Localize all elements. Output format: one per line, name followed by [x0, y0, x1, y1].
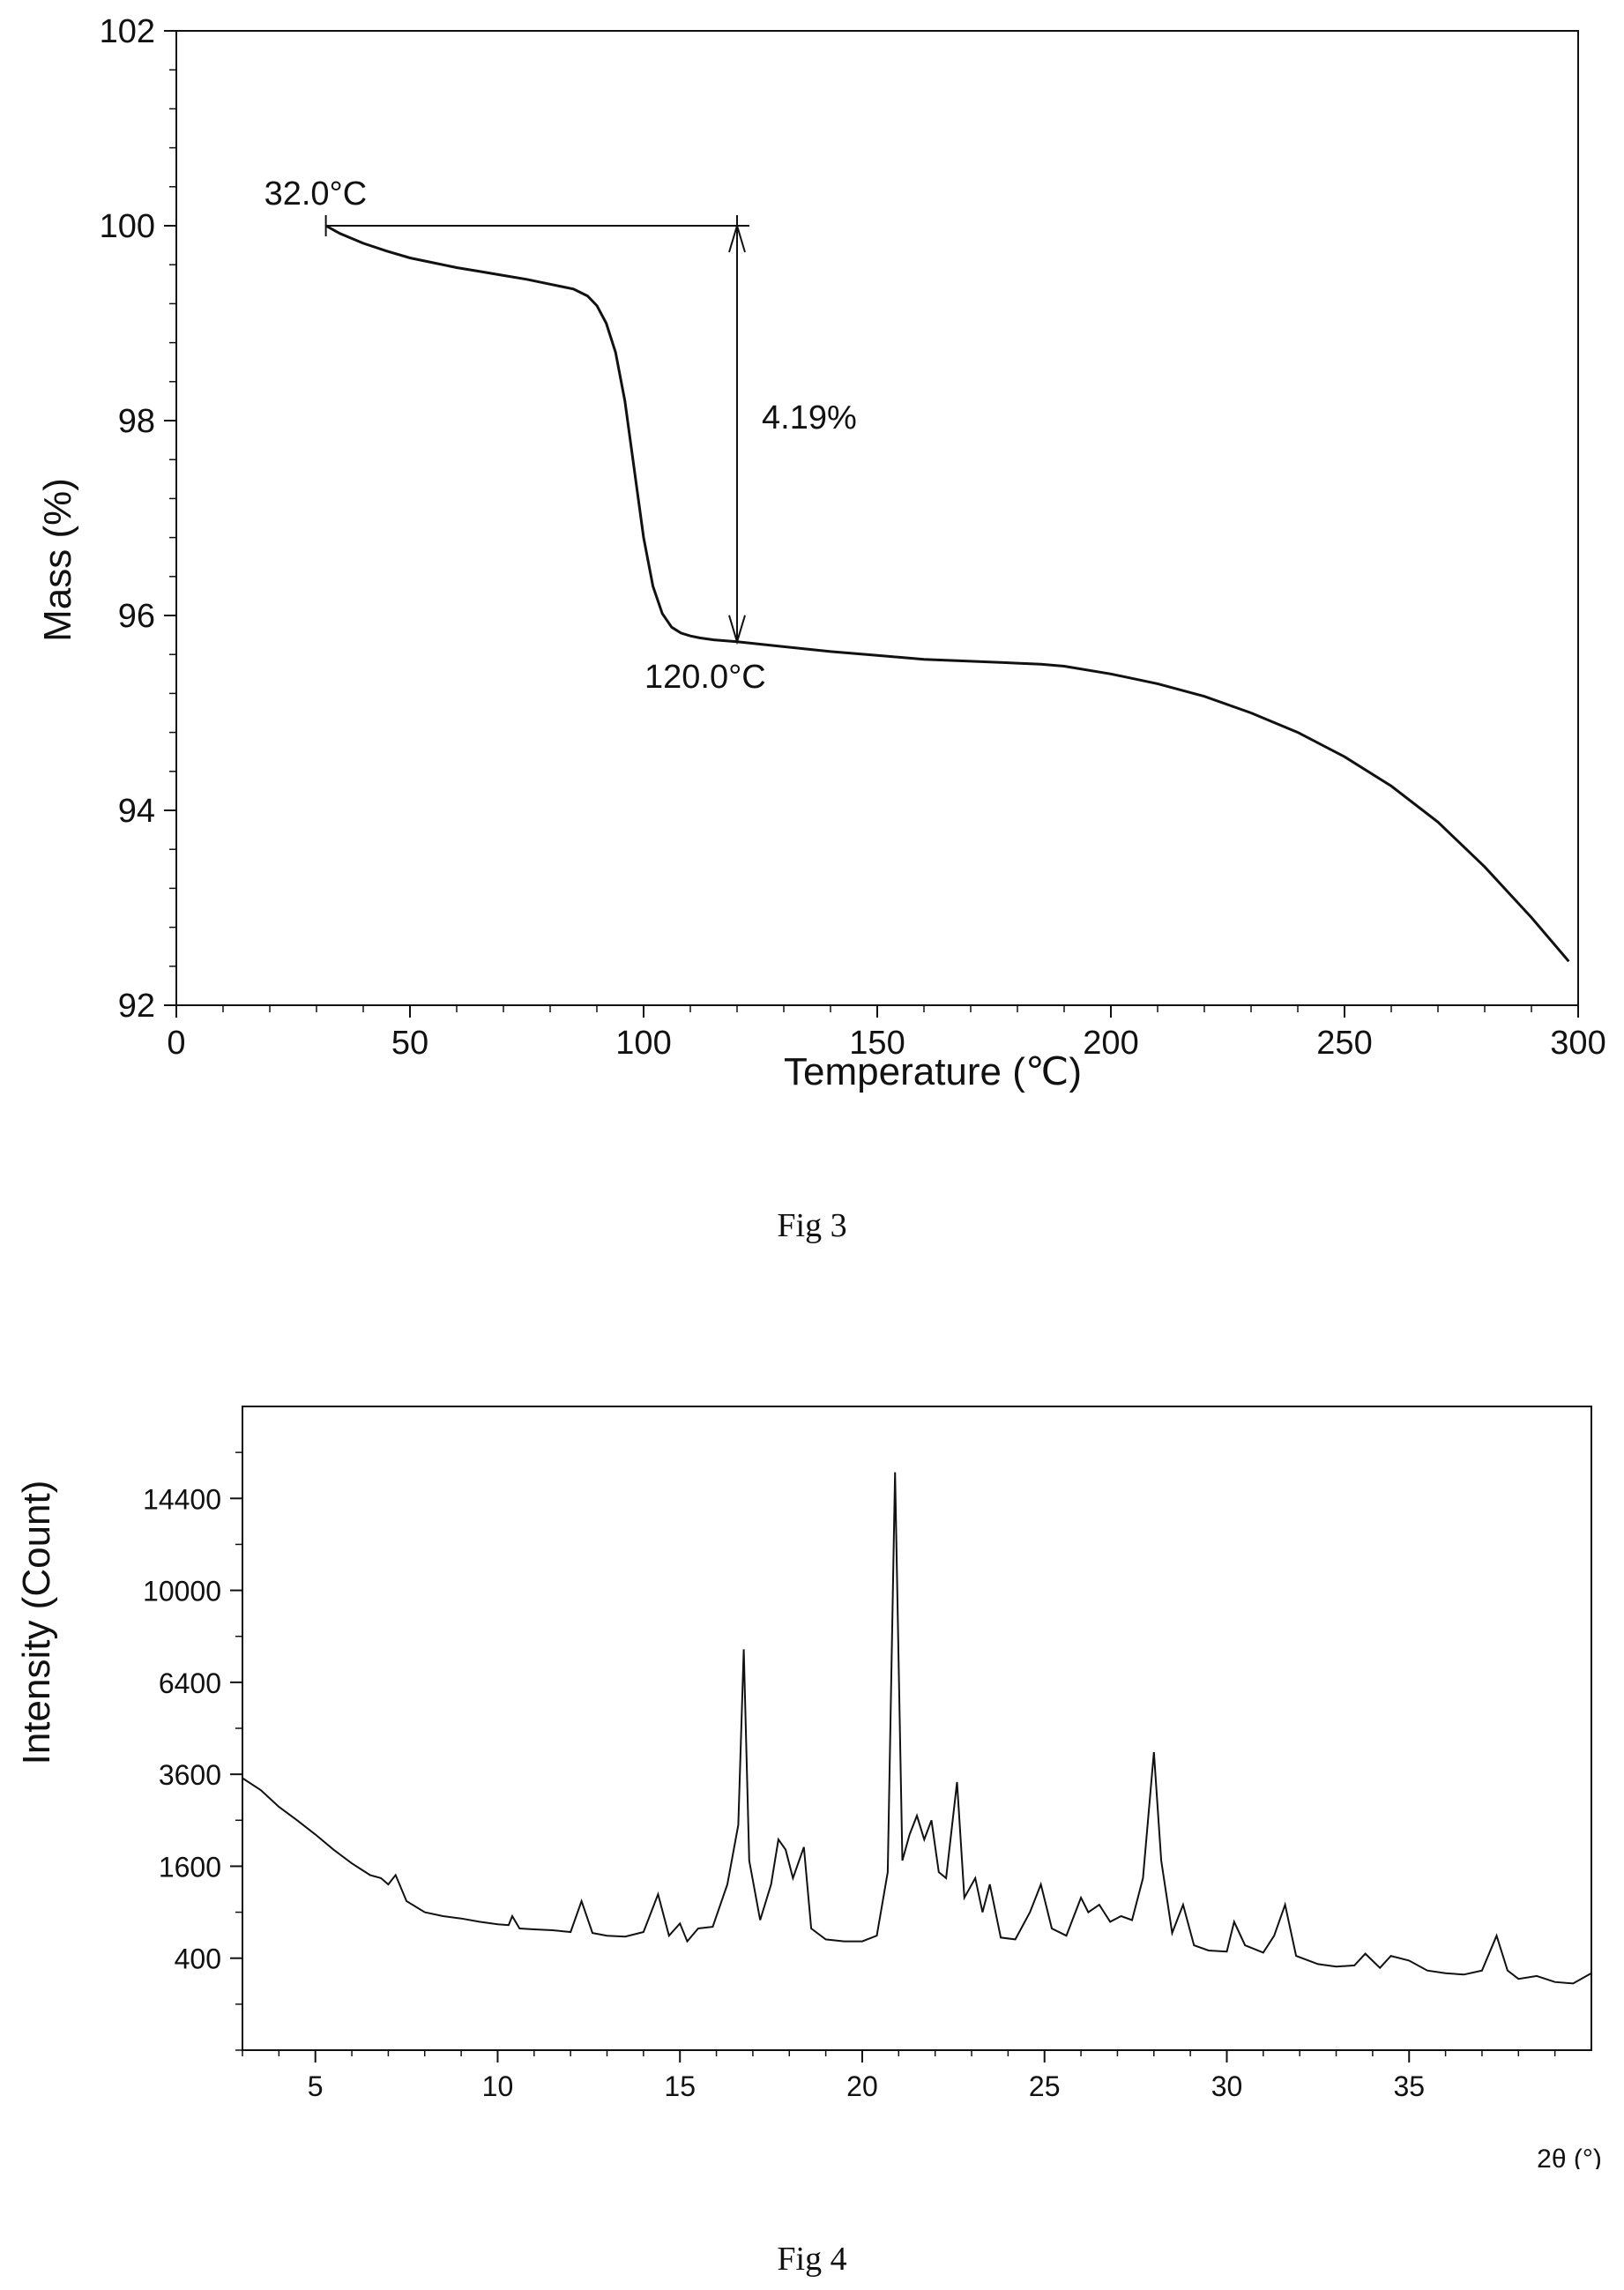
tga-arrowhead-up [728, 222, 746, 253]
xrd-x-tick-label: 20 [846, 2070, 878, 2102]
tga-x-axis-label: Temperature (℃) [784, 1050, 1082, 1093]
xrd-pattern-curve [242, 1472, 1592, 1985]
tga-mass-curve [324, 224, 1570, 963]
tga-ticks: 0 50 100 150 200 250 300 92 94 96 98 100 102 [100, 13, 1606, 1062]
xrd-x-tick-label: 30 [1211, 2070, 1243, 2102]
xrd-plot-frame [242, 1406, 1592, 2051]
tga-y-axis-label: Mass (%) [36, 478, 79, 642]
tga-loss-label: 4.19% [762, 399, 857, 436]
tga-axes [175, 30, 1579, 1006]
tga-y-tick-label: 96 [118, 598, 155, 635]
tga-plot-frame [175, 30, 1579, 1006]
tga-arrowhead-down [728, 615, 746, 645]
xrd-x-tick-label: 5 [308, 2070, 324, 2102]
tga-y-tick-label: 102 [100, 13, 155, 50]
tga-y-tick-label: 100 [100, 208, 155, 245]
tga-x-tick-label: 100 [615, 1025, 671, 1062]
tga-x-tick-label: 50 [391, 1025, 428, 1062]
tga-x-tick-label: 200 [1083, 1025, 1138, 1062]
xrd-y-axis-label: Intensity (Count) [15, 1481, 58, 1765]
tga-x-tick-label: 150 [849, 1025, 905, 1062]
tga-y-tick-label: 94 [118, 793, 155, 830]
tga-chart: 0 50 100 150 200 250 300 92 94 96 98 100 102 32.0°C 4… [36, 13, 1606, 1093]
xrd-x-tick-label: 25 [1029, 2070, 1061, 2102]
xrd-y-tick-label: 6400 [159, 1667, 221, 1699]
xrd-y-tick-label: 14400 [143, 1483, 221, 1515]
tga-annotations: 32.0°C 4.19% 120.0°C [264, 175, 857, 696]
tga-y-tick-label: 98 [118, 403, 155, 440]
fig4-caption: Fig 4 [777, 2241, 847, 2278]
xrd-ticks: 5 10 15 20 25 30 35 400 1600 3600 6400 10000 14400 [143, 1451, 1556, 2102]
tga-start-label: 32.0°C [264, 175, 368, 213]
xrd-axes [242, 1406, 1592, 2051]
xrd-x-tick-label: 35 [1393, 2070, 1425, 2102]
tga-x-tick-label: 250 [1316, 1025, 1372, 1062]
tga-y-tick-label: 92 [118, 988, 155, 1025]
fig3-caption: Fig 3 [777, 1207, 847, 1244]
xrd-chart: 5 10 15 20 25 30 35 400 1600 3600 6400 10000 14400 2… [15, 1406, 1602, 2169]
tga-x-tick-label: 0 [167, 1025, 185, 1062]
xrd-y-tick-label: 1600 [159, 1851, 221, 1883]
tga-end-label: 120.0°C [644, 659, 766, 696]
xrd-y-tick-label: 10000 [143, 1576, 221, 1607]
tga-x-tick-label: 300 [1550, 1025, 1605, 1062]
xrd-x-tick-label: 15 [664, 2070, 696, 2102]
xrd-y-tick-label: 3600 [159, 1759, 221, 1791]
xrd-x-axis-label: 2θ (°) [1537, 2145, 1602, 2169]
xrd-x-tick-label: 10 [482, 2070, 514, 2102]
xrd-y-tick-label: 400 [175, 1943, 221, 1975]
